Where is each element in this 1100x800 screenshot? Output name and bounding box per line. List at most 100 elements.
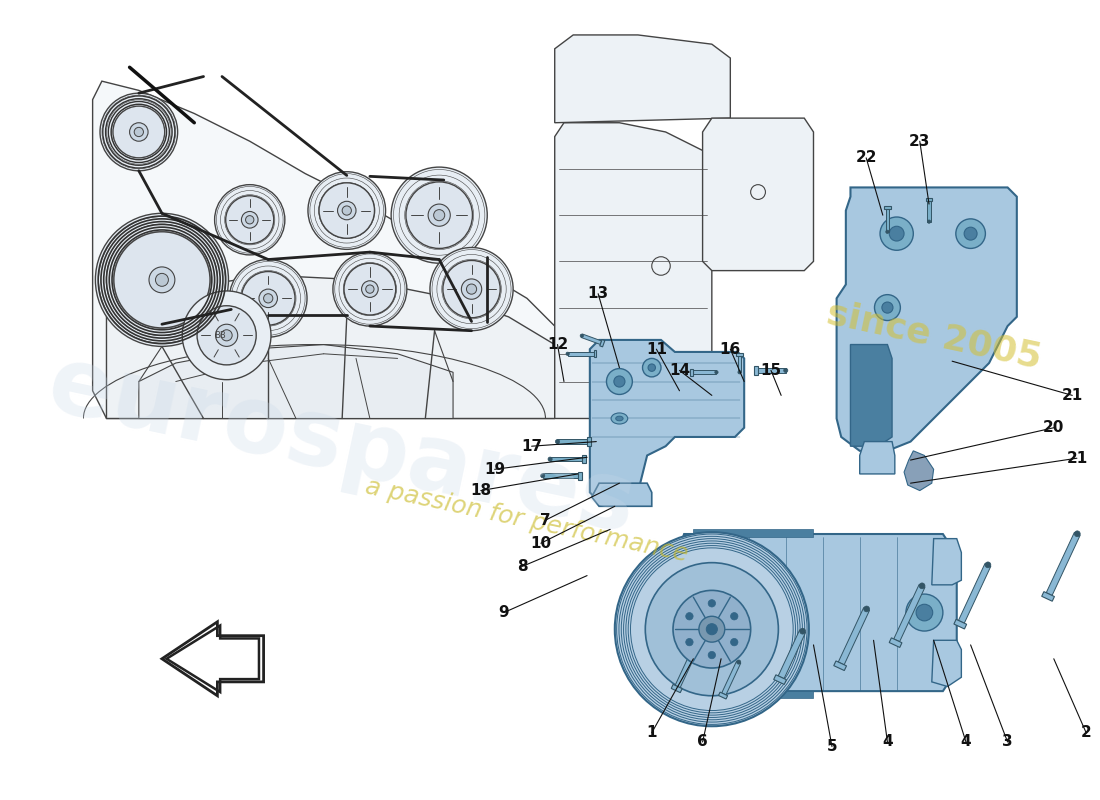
Polygon shape xyxy=(927,202,931,222)
Circle shape xyxy=(155,274,168,286)
Polygon shape xyxy=(139,345,453,418)
Polygon shape xyxy=(932,640,961,686)
Text: 1: 1 xyxy=(647,726,657,740)
Text: 20: 20 xyxy=(1043,420,1065,435)
Text: 17: 17 xyxy=(521,438,542,454)
Circle shape xyxy=(882,302,893,313)
Text: 4: 4 xyxy=(960,734,971,750)
Polygon shape xyxy=(558,439,587,444)
Polygon shape xyxy=(837,187,1016,451)
Circle shape xyxy=(880,217,913,250)
Polygon shape xyxy=(838,607,869,665)
Polygon shape xyxy=(107,275,554,418)
Circle shape xyxy=(693,646,697,651)
Text: 12: 12 xyxy=(547,337,568,352)
Text: 19: 19 xyxy=(484,462,505,477)
Text: 16: 16 xyxy=(719,342,741,357)
Circle shape xyxy=(920,583,925,589)
Circle shape xyxy=(566,352,570,355)
Circle shape xyxy=(715,370,718,374)
Polygon shape xyxy=(166,626,258,692)
Circle shape xyxy=(113,106,165,158)
Circle shape xyxy=(614,376,625,387)
Polygon shape xyxy=(693,370,716,374)
Circle shape xyxy=(738,370,741,374)
Circle shape xyxy=(708,651,715,658)
Circle shape xyxy=(214,185,285,255)
Circle shape xyxy=(874,294,901,321)
Circle shape xyxy=(580,334,583,338)
Polygon shape xyxy=(1042,592,1055,602)
Circle shape xyxy=(241,271,295,325)
Circle shape xyxy=(737,660,740,664)
Circle shape xyxy=(548,457,552,462)
Circle shape xyxy=(646,562,779,696)
Circle shape xyxy=(956,219,986,249)
Polygon shape xyxy=(568,352,594,356)
Ellipse shape xyxy=(612,413,628,424)
Polygon shape xyxy=(680,534,957,691)
Text: 22: 22 xyxy=(856,150,877,166)
Text: 3: 3 xyxy=(1002,734,1013,750)
Polygon shape xyxy=(671,684,682,693)
Circle shape xyxy=(927,220,931,223)
Circle shape xyxy=(730,638,738,646)
Polygon shape xyxy=(691,369,693,376)
Polygon shape xyxy=(850,345,892,446)
Circle shape xyxy=(241,211,258,228)
Circle shape xyxy=(433,210,444,221)
Circle shape xyxy=(443,261,500,318)
Text: 7: 7 xyxy=(540,513,551,528)
Circle shape xyxy=(730,613,738,620)
Polygon shape xyxy=(758,368,785,373)
Polygon shape xyxy=(954,619,967,629)
Circle shape xyxy=(319,183,374,238)
Text: 23: 23 xyxy=(909,134,931,149)
Text: 2: 2 xyxy=(1081,726,1091,740)
Circle shape xyxy=(648,364,656,371)
Polygon shape xyxy=(926,198,933,202)
Polygon shape xyxy=(600,339,605,347)
Polygon shape xyxy=(886,209,889,232)
Polygon shape xyxy=(542,474,578,478)
Circle shape xyxy=(148,267,175,293)
Circle shape xyxy=(226,196,274,244)
Text: 21: 21 xyxy=(1066,450,1088,466)
Circle shape xyxy=(673,590,750,668)
Circle shape xyxy=(685,638,693,646)
Circle shape xyxy=(886,230,889,234)
Polygon shape xyxy=(932,538,961,585)
Text: 6: 6 xyxy=(697,734,708,750)
Circle shape xyxy=(685,613,693,620)
Circle shape xyxy=(466,284,476,294)
Polygon shape xyxy=(718,692,727,699)
Circle shape xyxy=(365,285,374,294)
Circle shape xyxy=(864,606,869,612)
Circle shape xyxy=(258,289,277,307)
Circle shape xyxy=(245,216,254,224)
Circle shape xyxy=(642,358,661,377)
Circle shape xyxy=(606,369,632,394)
Polygon shape xyxy=(860,442,894,474)
Text: 14: 14 xyxy=(669,363,690,378)
Polygon shape xyxy=(722,661,740,695)
Circle shape xyxy=(406,182,473,249)
Circle shape xyxy=(338,202,356,220)
Polygon shape xyxy=(554,122,712,418)
Text: 13: 13 xyxy=(587,286,608,302)
Circle shape xyxy=(264,294,273,303)
Polygon shape xyxy=(884,206,891,209)
Circle shape xyxy=(342,206,351,215)
Circle shape xyxy=(362,281,378,298)
Polygon shape xyxy=(738,356,741,372)
Circle shape xyxy=(308,172,386,250)
Polygon shape xyxy=(834,661,847,670)
Circle shape xyxy=(100,93,177,170)
Circle shape xyxy=(916,604,933,621)
Circle shape xyxy=(216,324,238,346)
Polygon shape xyxy=(582,455,586,463)
Circle shape xyxy=(96,214,229,346)
Circle shape xyxy=(783,368,788,373)
Polygon shape xyxy=(92,81,554,418)
Circle shape xyxy=(964,227,977,240)
